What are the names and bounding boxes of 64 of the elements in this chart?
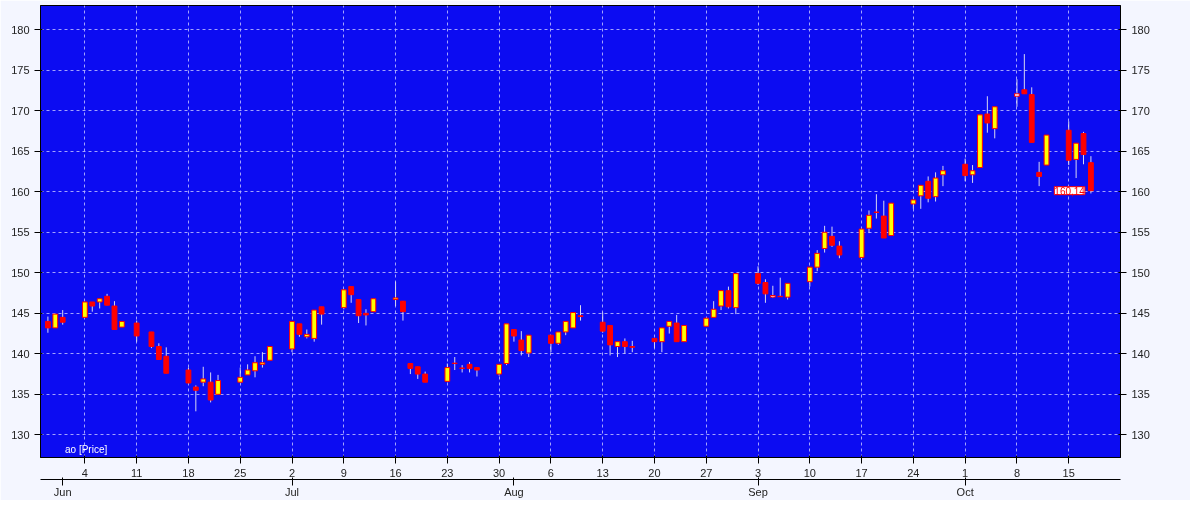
y-tick-label: 150 — [11, 266, 30, 279]
candlestick — [518, 330, 525, 356]
y2-tick-label: 165 — [1131, 145, 1150, 158]
x-tick-label: 25 — [234, 466, 247, 479]
y2-tick-label: 135 — [1131, 388, 1150, 401]
y-tick-label: 160 — [11, 185, 30, 198]
x-tick-label: 24 — [907, 466, 920, 479]
y-tick-label: 135 — [11, 388, 30, 401]
x-tick-label: 9 — [340, 466, 347, 479]
y2-tick-label: 170 — [1131, 104, 1150, 117]
candlestick — [806, 266, 813, 288]
candlestick — [525, 334, 532, 358]
x-tick-label: 30 — [493, 466, 506, 479]
x2-tick-label: Aug — [504, 485, 524, 498]
candlestick — [1036, 161, 1043, 187]
candlestick — [400, 300, 406, 322]
x-tick-label: 2 — [288, 466, 296, 479]
candlestick — [991, 106, 998, 139]
candlestick — [392, 281, 399, 307]
candlestick — [940, 165, 946, 187]
x2-tick-label: Oct — [956, 485, 974, 498]
candlestick — [962, 158, 969, 182]
y2-tick-label: 160 — [1131, 185, 1150, 198]
x-tick-label: 1 — [962, 466, 969, 479]
x-tick-label: 18 — [182, 466, 195, 479]
y-tick-label: 170 — [11, 104, 30, 117]
candlestick — [866, 209, 872, 234]
y-tick-label: 140 — [11, 347, 30, 360]
x-tick-label: 23 — [441, 466, 454, 479]
x2-tick-label: Sep — [748, 485, 768, 498]
y-tick-label: 145 — [11, 307, 30, 320]
candlestick — [133, 320, 140, 343]
x-tick-label: 27 — [700, 466, 713, 479]
x-tick-label: 3 — [754, 466, 762, 479]
x-tick-label: 16 — [389, 466, 402, 479]
candlestick — [200, 366, 207, 387]
y-tick-label: 180 — [11, 23, 30, 36]
x-tick-label: 13 — [596, 466, 609, 479]
y-tick-label: 155 — [11, 226, 30, 239]
y2-tick-label: 140 — [1131, 347, 1150, 360]
y2-tick-label: 155 — [1131, 226, 1150, 239]
y-tick-label: 165 — [11, 145, 30, 158]
y2-tick-label: 145 — [1131, 307, 1150, 320]
x2-tick-label: Jul — [284, 485, 300, 498]
y2-tick-label: 130 — [1131, 428, 1150, 441]
x2-tick-label: Jun — [53, 485, 72, 498]
x-tick-label: 10 — [803, 466, 816, 479]
candlestick — [814, 249, 821, 272]
text: ао [Price] — [65, 444, 108, 455]
y2-tick-label: 175 — [1131, 64, 1150, 77]
x-tick-label: 4 — [81, 466, 88, 479]
candlestick — [873, 193, 880, 220]
y-tick-label: 175 — [11, 64, 30, 77]
x-tick-label: 17 — [855, 466, 868, 479]
x-tick-label: 11 — [130, 466, 143, 479]
y2-tick-label: 180 — [1131, 23, 1150, 36]
x-tick-label: 20 — [648, 466, 661, 479]
candlestick — [192, 384, 199, 412]
x-tick-label: 15 — [1062, 466, 1075, 479]
x-tick-label: 8 — [1013, 466, 1020, 479]
x-tick-label: 6 — [547, 466, 554, 479]
y-tick-label: 130 — [11, 428, 30, 441]
y2-tick-label: 150 — [1131, 266, 1150, 279]
candlestick — [932, 171, 939, 203]
